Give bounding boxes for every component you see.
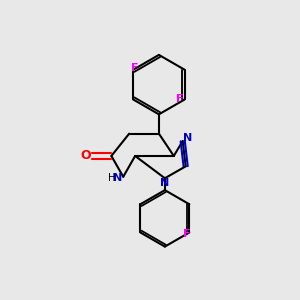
Text: N: N bbox=[113, 173, 122, 183]
Text: F: F bbox=[131, 63, 138, 73]
Text: H: H bbox=[108, 173, 116, 183]
Text: N: N bbox=[182, 133, 192, 143]
Text: F: F bbox=[183, 229, 190, 239]
Text: N: N bbox=[160, 178, 170, 188]
Text: O: O bbox=[81, 149, 92, 162]
Text: F: F bbox=[176, 94, 184, 104]
